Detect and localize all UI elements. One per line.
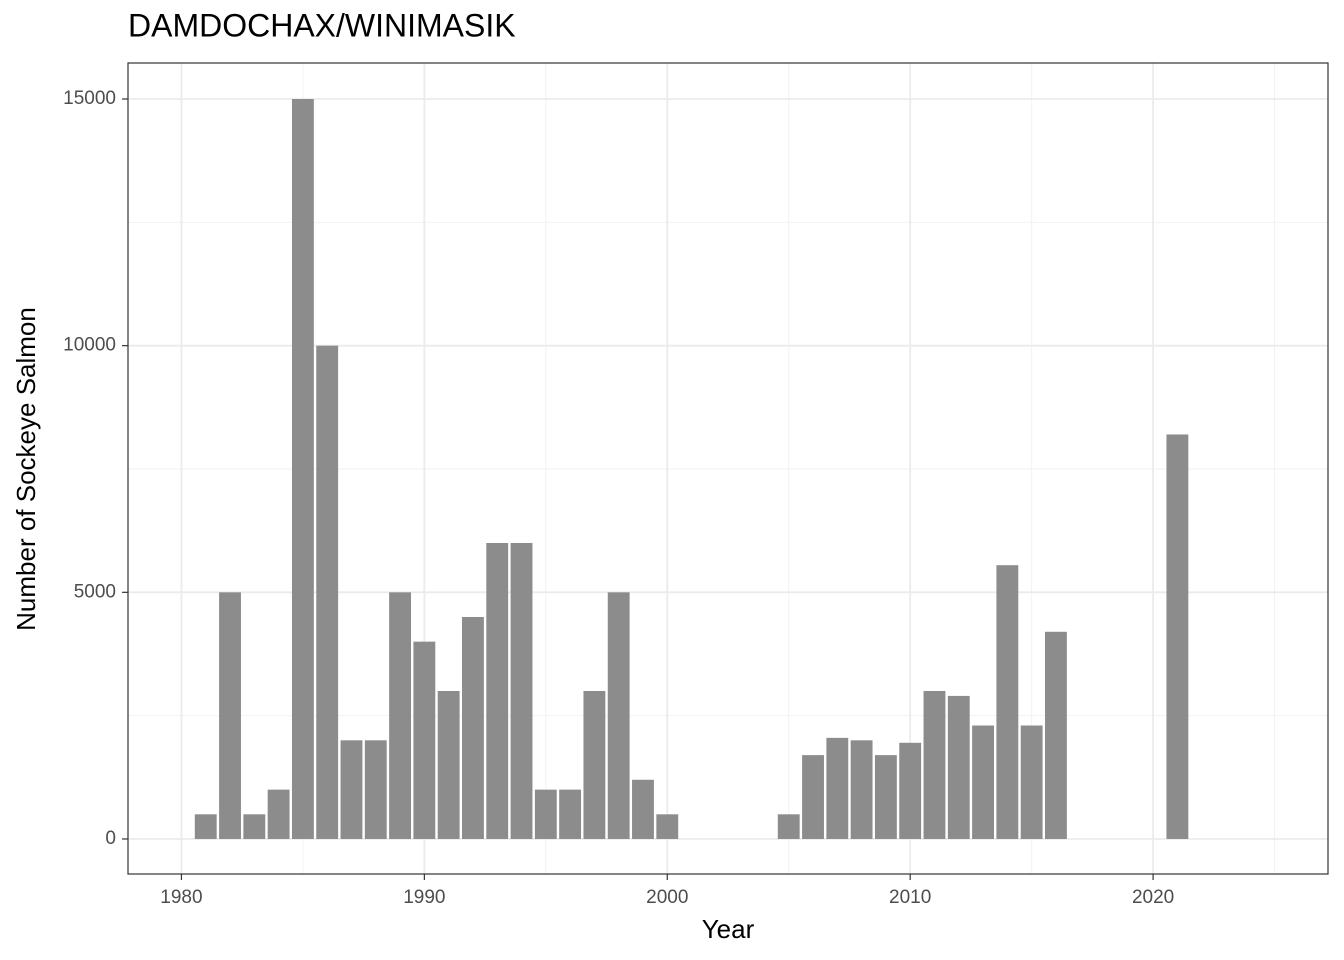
x-axis-title: Year bbox=[702, 914, 755, 944]
y-tick-label: 0 bbox=[105, 828, 116, 849]
bar bbox=[947, 695, 970, 839]
bar bbox=[802, 755, 824, 839]
bar bbox=[923, 690, 946, 839]
bar bbox=[389, 592, 411, 839]
bar bbox=[996, 565, 1019, 839]
y-tick-label: 10000 bbox=[63, 335, 116, 356]
y-tick-label: 15000 bbox=[63, 88, 116, 109]
bar bbox=[413, 641, 436, 839]
y-tick-label: 5000 bbox=[74, 581, 116, 602]
bar bbox=[316, 345, 339, 839]
bar bbox=[194, 814, 217, 839]
panel-border bbox=[127, 62, 1329, 875]
bar bbox=[899, 742, 922, 839]
x-tick-label: 2000 bbox=[646, 887, 688, 908]
bar bbox=[874, 755, 897, 839]
bar bbox=[850, 740, 873, 839]
bar bbox=[1020, 725, 1043, 839]
x-tick-label: 1990 bbox=[403, 887, 445, 908]
bar bbox=[656, 814, 679, 839]
bar bbox=[607, 592, 630, 839]
bar bbox=[462, 616, 484, 839]
bar bbox=[510, 542, 533, 839]
bar bbox=[632, 779, 654, 839]
x-tick-label: 1980 bbox=[160, 887, 202, 908]
bar bbox=[219, 592, 241, 839]
bar bbox=[364, 740, 387, 839]
x-tick-label: 2010 bbox=[889, 887, 931, 908]
plot-area: 1980 1990 2000 2010 2020 0 5000 10000 15000 bbox=[63, 62, 1329, 908]
x-tick-label: 2020 bbox=[1132, 887, 1174, 908]
chart-title: DAMDOCHAX/WINIMASIK bbox=[128, 7, 516, 43]
bar bbox=[1166, 434, 1189, 839]
bar bbox=[243, 814, 266, 839]
bar bbox=[486, 542, 509, 839]
bar bbox=[777, 814, 800, 839]
bar bbox=[972, 725, 994, 839]
bar bbox=[559, 789, 582, 839]
y-axis-title: Number of Sockeye Salmon bbox=[11, 307, 41, 631]
bar bbox=[437, 690, 460, 839]
bar bbox=[534, 789, 557, 839]
bar bbox=[1045, 631, 1067, 839]
bar bbox=[267, 789, 290, 839]
bar bbox=[826, 737, 849, 839]
bar bbox=[583, 690, 606, 839]
bar bbox=[291, 99, 314, 839]
bar bbox=[340, 740, 363, 839]
